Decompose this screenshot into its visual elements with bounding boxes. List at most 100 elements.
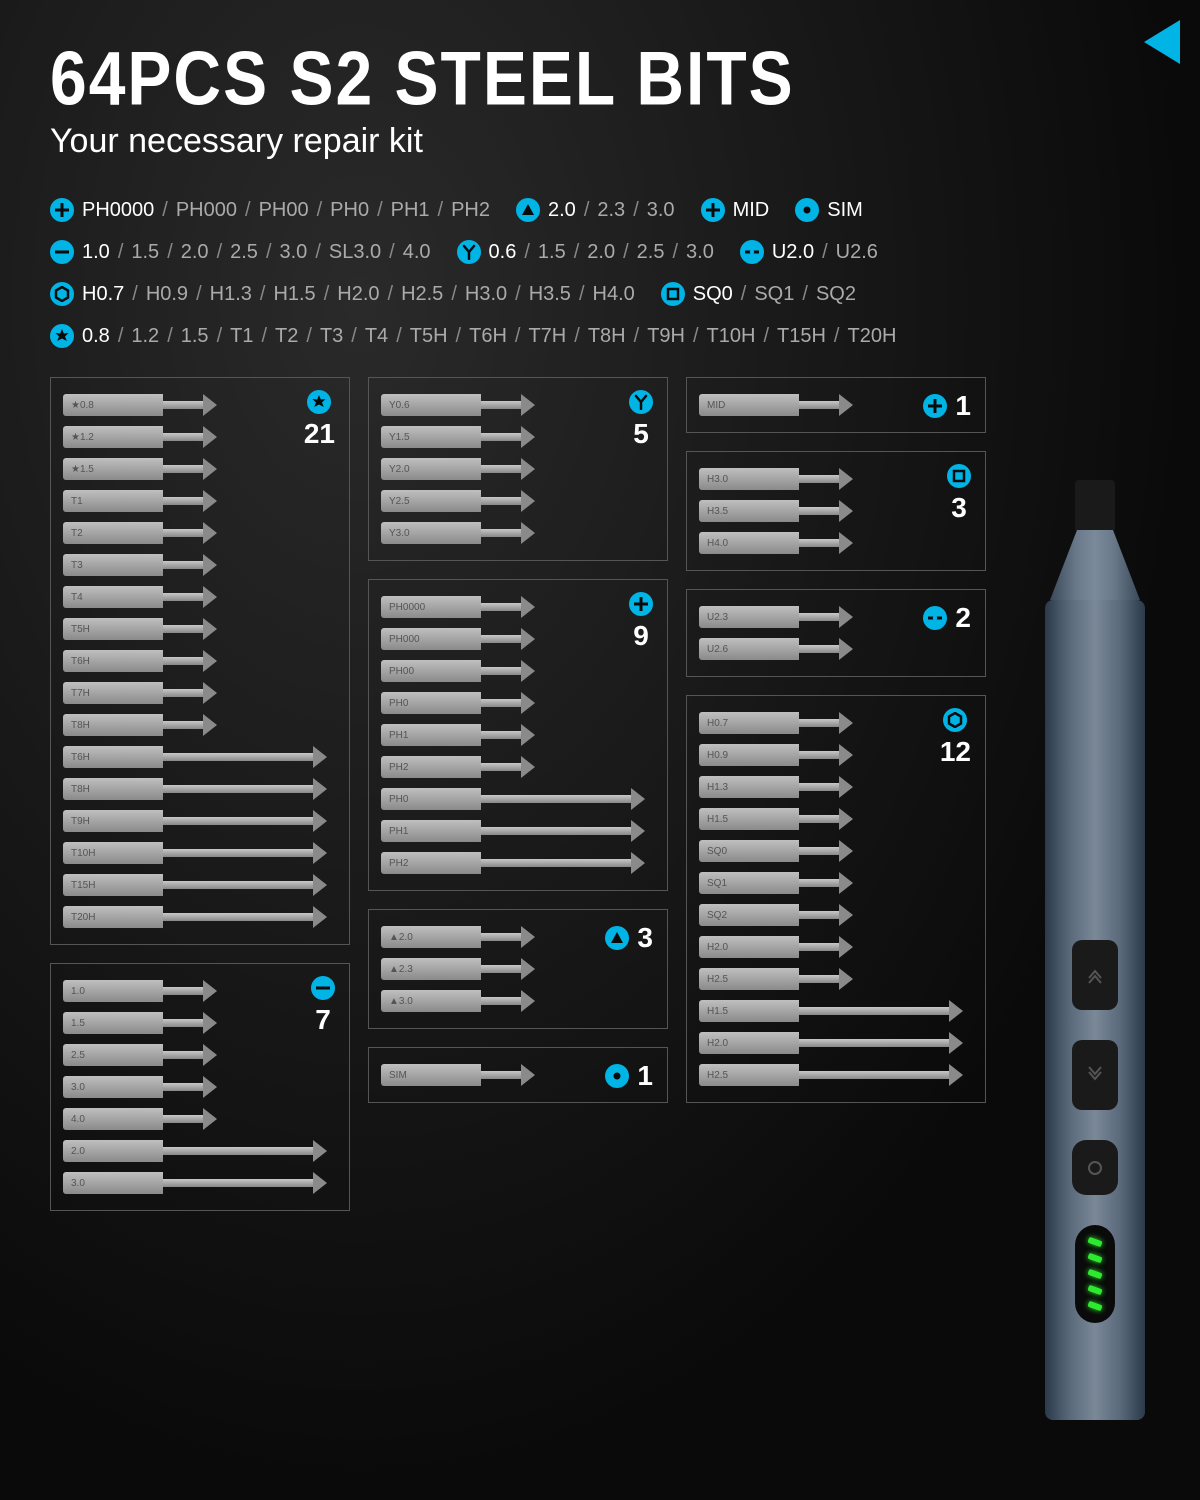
- legend-group: 0.6 / 1.5 / 2.0 / 2.5 / 3.0: [457, 231, 714, 273]
- bit-label: PH000: [381, 628, 481, 650]
- bit-row: 3.0: [63, 1074, 337, 1100]
- panel-header: 1: [923, 390, 971, 422]
- bit-label: SIM: [381, 1064, 481, 1086]
- bit-shaft: [163, 913, 313, 921]
- bit-shaft: [163, 1019, 203, 1027]
- sq-icon: [661, 282, 685, 306]
- sq-icon: [947, 464, 971, 488]
- bit-row: H0.7: [699, 710, 973, 736]
- bit-row: T7H: [63, 680, 337, 706]
- bit-row: T3: [63, 552, 337, 578]
- bit-label: H2.5: [699, 968, 799, 990]
- legend-group: 0.8 / 1.2 / 1.5 / T1 / T2 / T3 / T4 / T5…: [50, 315, 896, 357]
- bit-label: H1.5: [699, 1000, 799, 1022]
- bit-shaft: [481, 465, 521, 473]
- bit-label: T20H: [63, 906, 163, 928]
- bit-tip: [631, 788, 645, 810]
- bit-shaft: [481, 763, 521, 771]
- bit-label: U2.3: [699, 606, 799, 628]
- u-icon: [740, 240, 764, 264]
- bit-shaft: [163, 881, 313, 889]
- bit-tip: [949, 1032, 963, 1054]
- bit-row: SQ2: [699, 902, 973, 928]
- bit-row: H3.0: [699, 466, 973, 492]
- bit-label: T15H: [63, 874, 163, 896]
- bit-shaft: [163, 721, 203, 729]
- bit-row: H1.3: [699, 774, 973, 800]
- bit-tip: [521, 490, 535, 512]
- bit-tip: [839, 808, 853, 830]
- bit-label: ★1.5: [63, 458, 163, 480]
- bit-label: H3.5: [699, 500, 799, 522]
- device-button-up[interactable]: [1072, 940, 1118, 1010]
- bit-shaft: [163, 465, 203, 473]
- bit-label: 2.5: [63, 1044, 163, 1066]
- bit-row: T6H: [63, 648, 337, 674]
- panel-count: 5: [633, 418, 649, 450]
- bit-row: H0.9: [699, 742, 973, 768]
- panel-sim: 1 SIM: [368, 1047, 668, 1103]
- bit-row: PH00: [381, 658, 655, 684]
- bit-label: T5H: [63, 618, 163, 640]
- device-body: [1045, 600, 1145, 1420]
- bit-row: 1.0: [63, 978, 337, 1004]
- bit-row: ▲3.0: [381, 988, 655, 1014]
- panel-count: 12: [940, 736, 971, 768]
- bit-row: PH0000: [381, 594, 655, 620]
- bit-tip: [839, 904, 853, 926]
- bit-row: PH0: [381, 786, 655, 812]
- bit-row: T6H: [63, 744, 337, 770]
- tri-icon: [605, 926, 629, 950]
- bit-shaft: [799, 475, 839, 483]
- bit-tip: [521, 458, 535, 480]
- bit-row: PH000: [381, 626, 655, 652]
- panel-count: 2: [955, 602, 971, 634]
- panel-header: 12: [940, 708, 971, 768]
- bit-shaft: [163, 689, 203, 697]
- bit-label: H2.0: [699, 936, 799, 958]
- bit-tip: [313, 842, 327, 864]
- panel-column-1: 21 ★0.8 ★1.2 ★1.5 T1 T2 T3 T4 T5H T6H: [50, 377, 350, 1211]
- bit-tip: [521, 426, 535, 448]
- bit-shaft: [799, 751, 839, 759]
- bit-row: H4.0: [699, 530, 973, 556]
- bit-shaft: [481, 965, 521, 973]
- bit-row: ★1.2: [63, 424, 337, 450]
- bit-tip: [839, 744, 853, 766]
- bit-label: T1: [63, 490, 163, 512]
- bit-tip: [521, 692, 535, 714]
- bit-shaft: [481, 529, 521, 537]
- panel-header: 5: [629, 390, 653, 450]
- legend-group: 2.0 / 2.3 / 3.0: [516, 189, 675, 231]
- device-led: [1087, 1269, 1102, 1279]
- bit-shaft: [163, 1115, 203, 1123]
- bit-label: Y2.0: [381, 458, 481, 480]
- bit-row: PH1: [381, 722, 655, 748]
- panel-count: 3: [951, 492, 967, 524]
- panel-count: 1: [637, 1060, 653, 1092]
- device-button-down[interactable]: [1072, 1040, 1118, 1110]
- bit-label: H2.5: [699, 1064, 799, 1086]
- bit-row: 3.0: [63, 1170, 337, 1196]
- bit-tip: [203, 554, 217, 576]
- device-button-circle[interactable]: [1072, 1140, 1118, 1195]
- bit-shaft: [799, 613, 839, 621]
- bit-label: ▲2.0: [381, 926, 481, 948]
- bit-tip: [313, 1140, 327, 1162]
- bit-row: T4: [63, 584, 337, 610]
- bit-tip: [521, 724, 535, 746]
- bit-tip: [203, 458, 217, 480]
- bit-tip: [313, 810, 327, 832]
- minus-icon: [311, 976, 335, 1000]
- bit-tip: [521, 990, 535, 1012]
- bit-shaft: [163, 529, 203, 537]
- panel-count: 21: [304, 418, 335, 450]
- headline: 64PCS S2 STEEL BITS: [50, 34, 1150, 121]
- bit-label: PH1: [381, 724, 481, 746]
- hex-icon: [50, 282, 74, 306]
- plus-icon: [701, 198, 725, 222]
- bit-row: SQ0: [699, 838, 973, 864]
- panels-grid: 21 ★0.8 ★1.2 ★1.5 T1 T2 T3 T4 T5H T6H: [50, 377, 1150, 1211]
- bit-tip: [839, 968, 853, 990]
- bit-row: ★0.8: [63, 392, 337, 418]
